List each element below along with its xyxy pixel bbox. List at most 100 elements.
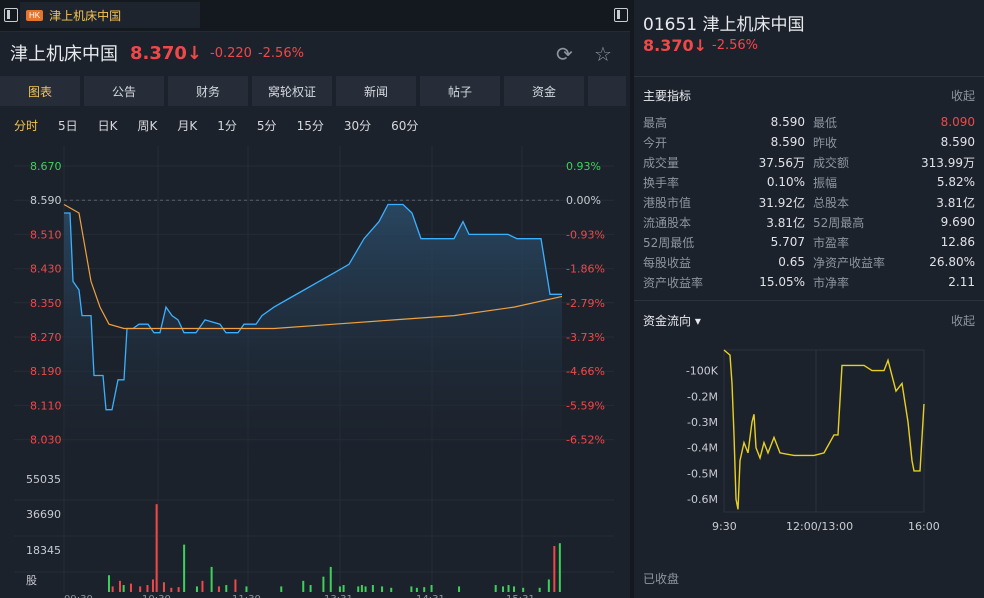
volume-bar	[430, 585, 433, 592]
period-intraday[interactable]: 分时	[14, 118, 39, 133]
volume-bar	[146, 585, 149, 592]
indicator-value: 8.590	[770, 115, 805, 129]
indicator-label: 最低	[813, 115, 838, 130]
indicator-row: 今开 8.590 昨收 8.590	[643, 132, 975, 152]
volume-bar	[538, 587, 541, 592]
indicator-row: 换手率 0.10% 振幅 5.82%	[643, 172, 975, 192]
volume-bar	[111, 586, 114, 592]
indicator-label: 市盈率	[813, 235, 850, 250]
market-closed-status: 已收盘	[643, 572, 680, 586]
indicators-collapse-button[interactable]: 收起	[950, 89, 975, 103]
fund-flow-collapse-button[interactable]: 收起	[950, 314, 975, 328]
indicator-label: 52周最低	[643, 235, 695, 250]
tab-posts[interactable]: 帖子	[420, 76, 500, 106]
tab-news[interactable]: 新闻	[336, 76, 416, 106]
indicator-value: 15.05%	[759, 275, 805, 289]
volume-bar	[234, 579, 237, 592]
tab-finance[interactable]: 财务	[168, 76, 248, 106]
tab-strip: HK 津上机床中国	[0, 0, 630, 32]
indicator-label: 成交量	[643, 155, 680, 170]
intraday-chart[interactable]: 8.670 0.93% 8.590 0.00% 8.510 -0.93% 8.430 -1.8…	[0, 140, 630, 598]
time-tick-label: 10:30	[142, 594, 171, 598]
period-15m[interactable]: 15分	[296, 118, 324, 133]
indicator-value: 12.86	[940, 235, 975, 249]
price-tick-label: 8.190	[30, 365, 62, 378]
pct-tick-label: 0.00%	[566, 194, 601, 207]
indicator-value: 5.82%	[936, 175, 975, 189]
period-monthly[interactable]: 月K	[177, 118, 198, 133]
tab-chart[interactable]: 图表	[0, 76, 80, 106]
volume-bar	[225, 585, 228, 592]
period-5m[interactable]: 5分	[256, 118, 277, 133]
period-weekly[interactable]: 周K	[137, 118, 158, 133]
volume-bar	[360, 585, 363, 592]
volume-bar	[342, 585, 345, 592]
volume-bar	[245, 586, 248, 592]
flow-tick-label: -0.4M	[687, 442, 718, 455]
volume-bar	[118, 580, 121, 592]
stock-name: 津上机床中国	[10, 44, 118, 65]
star-icon[interactable]: ☆	[594, 42, 612, 66]
volume-bar	[195, 586, 198, 592]
fund-flow-title[interactable]: 资金流向 ▾	[643, 314, 701, 328]
indicator-label: 资产收益率	[643, 275, 704, 290]
indicator-label: 港股市值	[643, 195, 692, 210]
volume-bar	[201, 580, 204, 592]
indicator-row: 港股市值 31.92亿 总股本 3.81亿	[643, 192, 975, 212]
indicator-value: 26.80%	[929, 255, 975, 269]
volume-tick-label: 55035	[26, 473, 61, 486]
indicator-label: 最高	[643, 115, 668, 130]
volume-bar	[381, 586, 384, 592]
price-tick-label: 8.030	[30, 434, 62, 447]
indicator-value: 9.690	[940, 215, 975, 229]
tab-title: 津上机床中国	[49, 8, 122, 23]
pct-tick-label: -1.86%	[566, 263, 605, 276]
sidebar-toggle-icon[interactable]	[4, 8, 18, 22]
indicator-label: 成交额	[813, 155, 850, 170]
stock-tab[interactable]: HK 津上机床中国	[20, 2, 200, 28]
period-1m[interactable]: 1分	[217, 118, 237, 133]
price-tick-label: 8.430	[30, 263, 62, 276]
panel-divider[interactable]	[630, 0, 634, 598]
indicator-value: 3.81亿	[936, 195, 975, 210]
indicator-value: 2.11	[948, 275, 975, 289]
indicator-label: 今开	[643, 135, 668, 150]
quote-bar: 津上机床中国 8.370↓ -0.220 -2.56% ⟳ ☆	[0, 32, 630, 74]
period-5d[interactable]: 5日	[58, 118, 78, 133]
indicator-value: 37.56万	[758, 155, 805, 170]
volume-bar	[139, 586, 142, 592]
hk-badge: HK	[26, 9, 44, 21]
price-line	[64, 203, 562, 411]
volume-bar	[280, 586, 283, 592]
indicator-label: 换手率	[643, 175, 680, 190]
volume-bar	[547, 579, 550, 592]
volume-bar	[558, 543, 561, 592]
volume-bar	[502, 586, 505, 592]
period-daily[interactable]: 日K	[97, 118, 118, 133]
info-panel: 01651 津上机床中国 8.370↓ -2.56% 主要指标 收起 最高 8.5…	[634, 0, 984, 598]
pct-tick-label: -2.79%	[566, 297, 605, 310]
indicator-value: 8.090	[940, 115, 975, 129]
refresh-icon[interactable]: ⟳	[556, 42, 573, 66]
price-tick-label: 8.590	[30, 194, 62, 207]
tab-announcements[interactable]: 公告	[84, 76, 164, 106]
info-price: 8.370↓	[643, 36, 708, 55]
indicator-label: 昨收	[813, 135, 838, 150]
flow-tick-label: -0.5M	[687, 467, 718, 480]
period-60m[interactable]: 60分	[391, 118, 419, 133]
volume-bar	[210, 566, 213, 592]
period-30m[interactable]: 30分	[343, 118, 372, 133]
last-price: 8.370↓	[130, 42, 203, 64]
price-change-pct: -2.56%	[257, 45, 304, 61]
fund-flow-chart: -100K -0.2M -0.3M -0.4M -0.5M -0.6M 9:30 12:00/…	[686, 349, 940, 533]
divider	[634, 300, 984, 301]
volume-bar	[410, 586, 413, 592]
tab-more[interactable]	[588, 76, 626, 106]
flow-tick-label: -0.2M	[687, 390, 718, 403]
panel-toggle-icon[interactable]	[614, 8, 628, 22]
pct-tick-label: -6.52%	[566, 434, 605, 447]
tab-funds[interactable]: 资金	[504, 76, 584, 106]
divider	[634, 76, 984, 77]
price-tick-label: 8.110	[30, 399, 62, 412]
tab-warrants[interactable]: 窝轮权证	[252, 76, 332, 106]
